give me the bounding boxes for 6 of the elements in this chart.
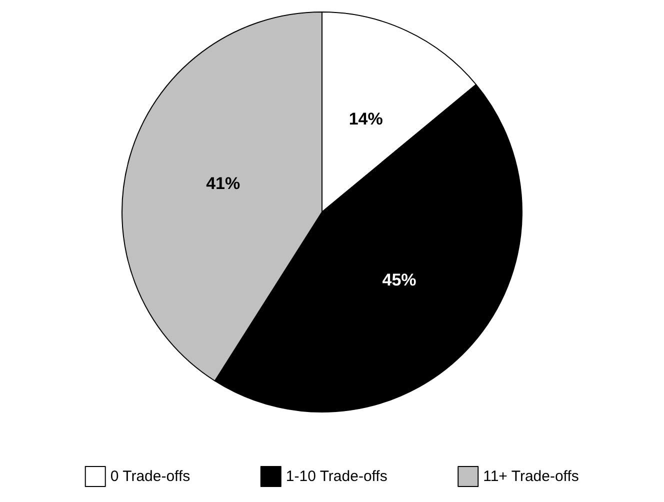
data-label: 41% bbox=[206, 174, 240, 193]
data-label: 14% bbox=[348, 109, 383, 128]
legend-label: 0 Trade-offs bbox=[110, 468, 190, 485]
legend-label: 11+ Trade-offs bbox=[483, 468, 579, 485]
legend-label: 1-10 Trade-offs bbox=[286, 468, 388, 485]
data-label: 45% bbox=[382, 270, 416, 290]
